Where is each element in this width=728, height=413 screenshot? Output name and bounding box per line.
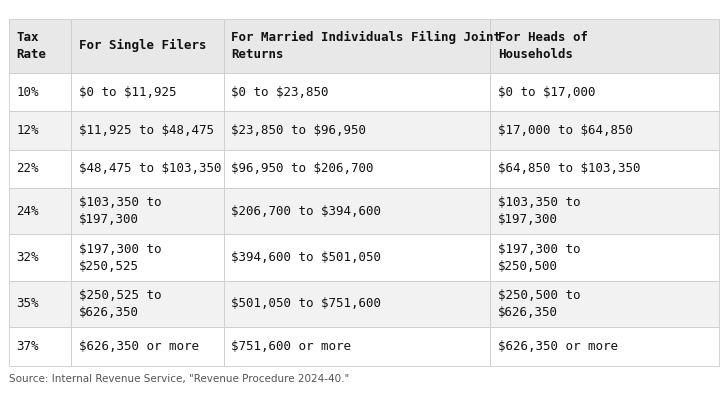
Text: $0 to $17,000: $0 to $17,000 — [498, 86, 596, 99]
Bar — [224, 235, 491, 281]
Text: For Heads of
Households: For Heads of Households — [498, 31, 587, 61]
Bar — [491, 327, 719, 366]
Bar — [9, 281, 71, 327]
Text: $96,950 to $206,700: $96,950 to $206,700 — [232, 162, 373, 176]
Bar — [71, 188, 224, 235]
Bar — [9, 235, 71, 281]
Bar — [71, 327, 224, 366]
Text: 24%: 24% — [16, 205, 39, 218]
Text: 10%: 10% — [16, 86, 39, 99]
Text: $501,050 to $751,600: $501,050 to $751,600 — [232, 297, 381, 311]
Bar — [224, 188, 491, 235]
Bar — [9, 188, 71, 235]
Text: $48,475 to $103,350: $48,475 to $103,350 — [79, 162, 221, 176]
Bar — [491, 19, 719, 73]
Bar — [71, 112, 224, 150]
Bar — [491, 73, 719, 112]
Text: Source: Internal Revenue Service, "Revenue Procedure 2024-40.": Source: Internal Revenue Service, "Reven… — [9, 374, 349, 384]
Bar — [224, 150, 491, 188]
Bar — [491, 281, 719, 327]
Text: For Single Filers: For Single Filers — [79, 39, 206, 52]
Text: $103,350 to
$197,300: $103,350 to $197,300 — [79, 196, 161, 226]
Bar — [9, 327, 71, 366]
Text: $0 to $11,925: $0 to $11,925 — [79, 86, 176, 99]
Text: $250,500 to
$626,350: $250,500 to $626,350 — [498, 289, 580, 319]
Text: $103,350 to
$197,300: $103,350 to $197,300 — [498, 196, 580, 226]
Bar — [224, 19, 491, 73]
Text: $0 to $23,850: $0 to $23,850 — [232, 86, 329, 99]
Text: $11,925 to $48,475: $11,925 to $48,475 — [79, 124, 213, 137]
Text: 35%: 35% — [16, 297, 39, 311]
Bar — [491, 235, 719, 281]
Text: $17,000 to $64,850: $17,000 to $64,850 — [498, 124, 633, 137]
Bar — [491, 150, 719, 188]
Bar — [224, 112, 491, 150]
Bar — [224, 281, 491, 327]
Bar — [9, 73, 71, 112]
Text: 32%: 32% — [16, 251, 39, 264]
Bar — [491, 188, 719, 235]
Text: $626,350 or more: $626,350 or more — [498, 340, 618, 353]
Bar — [224, 73, 491, 112]
Text: For Married Individuals Filing Joint
Returns: For Married Individuals Filing Joint Ret… — [232, 31, 502, 61]
Bar — [71, 281, 224, 327]
Text: 37%: 37% — [16, 340, 39, 353]
Text: $23,850 to $96,950: $23,850 to $96,950 — [232, 124, 366, 137]
Bar — [71, 73, 224, 112]
Text: Tax
Rate: Tax Rate — [16, 31, 46, 61]
Text: $64,850 to $103,350: $64,850 to $103,350 — [498, 162, 640, 176]
Bar — [71, 150, 224, 188]
Bar — [9, 19, 71, 73]
Bar — [9, 112, 71, 150]
Text: $206,700 to $394,600: $206,700 to $394,600 — [232, 205, 381, 218]
Text: 12%: 12% — [16, 124, 39, 137]
Bar — [71, 19, 224, 73]
Text: $626,350 or more: $626,350 or more — [79, 340, 199, 353]
Bar — [71, 235, 224, 281]
Text: $751,600 or more: $751,600 or more — [232, 340, 352, 353]
Bar — [224, 327, 491, 366]
Text: $250,525 to
$626,350: $250,525 to $626,350 — [79, 289, 161, 319]
Text: $197,300 to
$250,500: $197,300 to $250,500 — [498, 242, 580, 273]
Text: $394,600 to $501,050: $394,600 to $501,050 — [232, 251, 381, 264]
Bar — [9, 150, 71, 188]
Bar — [491, 112, 719, 150]
Text: $197,300 to
$250,525: $197,300 to $250,525 — [79, 242, 161, 273]
Text: 22%: 22% — [16, 162, 39, 176]
